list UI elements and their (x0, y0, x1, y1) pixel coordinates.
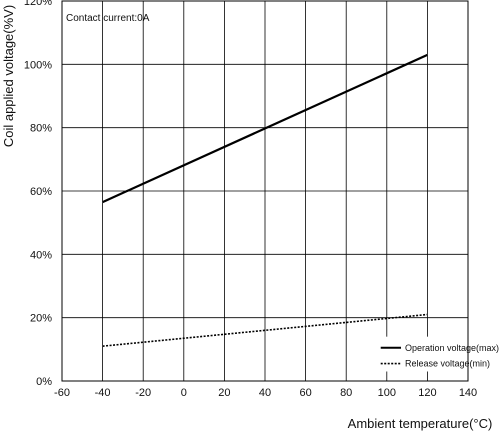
x-tick-label: 120 (418, 387, 436, 399)
x-tick-label: -40 (95, 387, 111, 399)
x-axis-label: Ambient temperature(°C) (348, 416, 493, 431)
plot-area-frame (61, 0, 469, 382)
x-tick-label: 80 (340, 387, 352, 399)
x-axis-tick-labels: -60 -40 -20 0 20 40 60 80 100 120 140 (54, 387, 477, 399)
x-tick-label: 100 (378, 387, 396, 399)
x-tick-label: 60 (299, 387, 311, 399)
x-tick-label: 20 (218, 387, 230, 399)
y-tick-label: 60% (30, 186, 52, 198)
y-tick-label: 20% (30, 313, 52, 325)
x-tick-label: 40 (259, 387, 271, 399)
legend-label-operation-voltage: Operation voltage(max) (405, 343, 499, 353)
x-tick-label: -20 (135, 387, 151, 399)
y-tick-label: 0% (36, 376, 52, 388)
grid (61, 0, 469, 382)
y-axis-label: Coil applied voltage(%V) (1, 5, 16, 147)
y-tick-label: 100% (24, 59, 52, 71)
y-axis-tick-labels: 0% 20% 40% 60% 80% 100% 120% (24, 0, 52, 388)
x-tick-label: 140 (459, 387, 477, 399)
series-lines (102, 53, 428, 347)
series-line-0 (102, 53, 428, 204)
y-tick-label: 80% (30, 123, 52, 135)
series-line-1 (102, 313, 428, 347)
legend-box (378, 336, 467, 372)
y-tick-label: 120% (24, 0, 52, 8)
annotation-text: Contact current:0A (66, 13, 150, 24)
x-tick-label: -60 (54, 387, 70, 399)
legend: Operation voltage(max) Release voltage(m… (378, 336, 499, 372)
legend-label-release-voltage: Release voltage(min) (405, 359, 490, 369)
x-tick-label: 0 (181, 387, 187, 399)
y-tick-label: 40% (30, 249, 52, 261)
